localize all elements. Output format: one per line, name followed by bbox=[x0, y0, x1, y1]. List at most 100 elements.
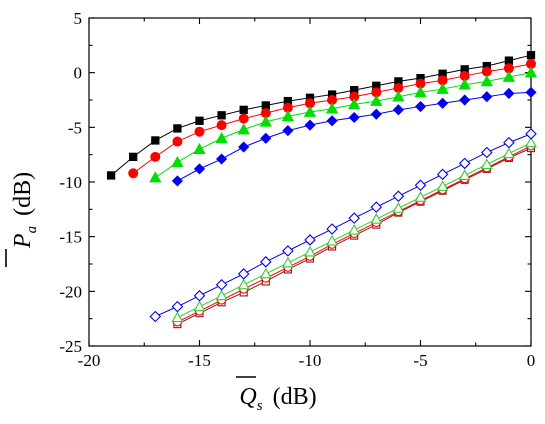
data-point-diamond bbox=[282, 245, 294, 257]
y-tick-label: -20 bbox=[59, 282, 82, 301]
data-point-triangle-up bbox=[392, 202, 405, 213]
data-point-triangle-up bbox=[171, 311, 184, 323]
x-axis-subscript: s bbox=[257, 398, 263, 414]
series-1 bbox=[128, 58, 537, 179]
data-point-diamond bbox=[525, 86, 537, 98]
data-point-square bbox=[504, 56, 514, 65]
data-point-circle bbox=[481, 66, 492, 77]
data-point-circle bbox=[216, 120, 227, 131]
data-point-triangle-up bbox=[502, 70, 516, 82]
y-axis-unit: (dB) bbox=[10, 172, 36, 216]
data-point-triangle-up bbox=[259, 115, 272, 127]
data-point-triangle-up bbox=[392, 90, 405, 102]
x-axis-title: Qs (dB) bbox=[236, 376, 317, 414]
data-point-diamond bbox=[414, 179, 427, 192]
series-2 bbox=[149, 66, 538, 183]
data-point-circle bbox=[150, 151, 161, 162]
data-point-circle bbox=[194, 126, 205, 137]
data-point-triangle-up bbox=[458, 169, 471, 180]
data-point-square bbox=[129, 152, 138, 162]
x-tick-label: -5 bbox=[413, 351, 427, 370]
y-tick-label: -10 bbox=[59, 173, 82, 192]
data-point-diamond bbox=[436, 168, 449, 181]
data-point-circle bbox=[128, 168, 139, 179]
data-point-triangle-up bbox=[480, 75, 493, 87]
data-point-square bbox=[217, 111, 226, 120]
data-point-triangle-up bbox=[326, 234, 339, 246]
svg-text:Pa(dB): Pa (dB) bbox=[10, 172, 40, 249]
data-point-square bbox=[526, 51, 536, 60]
data-point-triangle-up bbox=[193, 300, 206, 312]
data-point-triangle-up bbox=[304, 245, 316, 257]
data-point-diamond bbox=[304, 234, 316, 246]
data-point-triangle-up bbox=[370, 213, 383, 224]
y-axis-symbol: P bbox=[10, 233, 36, 249]
data-point-triangle-up bbox=[237, 278, 250, 290]
y-axis-title: Pa (dB) bbox=[5, 172, 40, 267]
series-line bbox=[155, 133, 532, 317]
data-point-diamond bbox=[260, 132, 272, 144]
data-point-diamond bbox=[237, 268, 250, 280]
y-tick-label: -15 bbox=[59, 228, 82, 247]
data-point-square bbox=[173, 124, 182, 133]
x-tick-label: -15 bbox=[188, 351, 211, 370]
data-point-triangle-up bbox=[414, 86, 427, 98]
x-tick-label: -10 bbox=[299, 351, 322, 370]
series-6 bbox=[171, 136, 537, 323]
series-line bbox=[155, 72, 532, 179]
data-point-square bbox=[151, 136, 160, 145]
data-point-diamond bbox=[215, 278, 228, 291]
data-point-diamond bbox=[282, 125, 294, 137]
y-tick-label: 5 bbox=[74, 9, 83, 28]
data-point-triangle-up bbox=[370, 94, 383, 106]
data-point-square bbox=[106, 171, 116, 180]
data-point-triangle-up bbox=[259, 267, 272, 279]
data-point-diamond bbox=[260, 256, 272, 268]
x-axis-symbol: Q bbox=[239, 384, 256, 410]
data-point-diamond bbox=[414, 100, 427, 113]
data-point-triangle-up bbox=[502, 147, 515, 159]
data-point-triangle-up bbox=[325, 102, 339, 114]
data-point-triangle-up bbox=[171, 155, 184, 168]
data-point-diamond bbox=[238, 141, 250, 153]
series-7 bbox=[149, 128, 537, 323]
data-point-diamond bbox=[171, 300, 184, 313]
data-point-triangle-up bbox=[193, 142, 206, 155]
data-point-square bbox=[195, 116, 204, 125]
data-point-triangle-up bbox=[215, 289, 228, 301]
data-point-triangle-up bbox=[237, 123, 250, 135]
data-point-diamond bbox=[481, 91, 493, 103]
data-point-diamond bbox=[392, 190, 405, 202]
y-tick-label: -25 bbox=[59, 337, 82, 356]
data-point-diamond bbox=[370, 108, 382, 120]
data-point-diamond bbox=[348, 111, 360, 124]
svg-text:Qs(dB): Qs (dB) bbox=[239, 384, 316, 414]
data-point-diamond bbox=[458, 157, 471, 170]
x-tick-label: 0 bbox=[527, 351, 536, 370]
data-point-triangle-up bbox=[436, 180, 449, 191]
data-point-square bbox=[239, 105, 248, 114]
data-point-diamond bbox=[193, 163, 206, 175]
data-point-triangle-up bbox=[281, 110, 295, 122]
data-point-triangle-up bbox=[524, 66, 538, 78]
data-point-diamond bbox=[370, 201, 383, 213]
data-point-diamond bbox=[171, 175, 183, 187]
data-point-diamond bbox=[348, 212, 360, 224]
y-tick-label: -5 bbox=[68, 118, 82, 137]
data-point-diamond bbox=[193, 289, 206, 302]
y-axis-ticks: -25 -20 -15 -10 -5 0 5 bbox=[59, 9, 531, 356]
data-point-diamond bbox=[392, 104, 404, 116]
data-point-triangle-up bbox=[458, 78, 471, 90]
data-point-diamond bbox=[525, 128, 537, 140]
data-point-diamond bbox=[216, 153, 228, 165]
data-point-diamond bbox=[304, 119, 316, 131]
data-point-diamond bbox=[326, 223, 338, 235]
data-point-triangle-up bbox=[215, 131, 228, 144]
x-axis-ticks: -20 -15 -10 -5 0 bbox=[78, 18, 536, 370]
data-point-triangle-up bbox=[480, 158, 493, 170]
y-axis-subscript: a bbox=[24, 226, 40, 234]
data-point-triangle-up bbox=[525, 136, 537, 148]
data-point-diamond bbox=[149, 310, 162, 323]
data-point-diamond bbox=[481, 146, 493, 159]
